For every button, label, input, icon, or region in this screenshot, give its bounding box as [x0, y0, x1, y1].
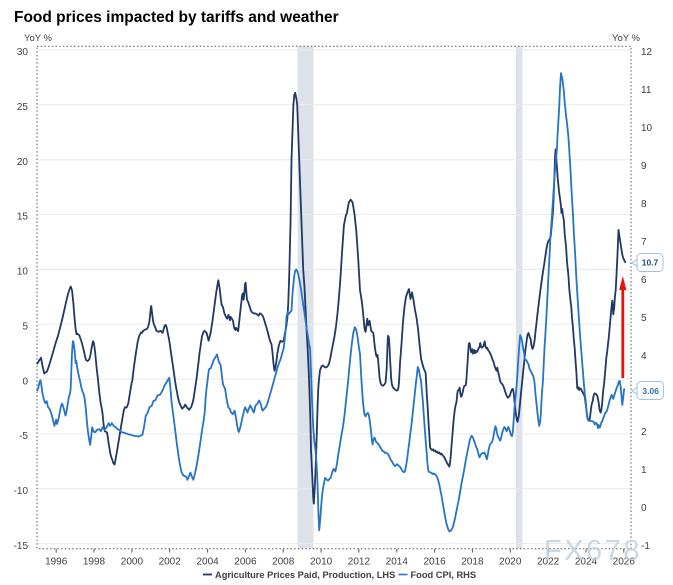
svg-text:2024: 2024 — [575, 557, 598, 568]
svg-text:YoY %: YoY % — [24, 33, 53, 44]
svg-text:2000: 2000 — [121, 557, 144, 568]
svg-text:2026: 2026 — [613, 557, 636, 568]
svg-text:-1: -1 — [641, 541, 650, 552]
svg-text:5: 5 — [22, 321, 28, 332]
svg-text:11: 11 — [641, 85, 652, 96]
svg-text:2018: 2018 — [461, 557, 484, 568]
svg-text:2016: 2016 — [423, 557, 446, 568]
svg-text:10: 10 — [17, 267, 29, 278]
svg-text:4: 4 — [641, 351, 647, 362]
svg-text:2004: 2004 — [196, 557, 219, 568]
svg-text:2010: 2010 — [310, 557, 333, 568]
svg-text:2022: 2022 — [537, 557, 560, 568]
svg-text:-5: -5 — [19, 431, 28, 442]
svg-text:1998: 1998 — [83, 557, 106, 568]
svg-text:8: 8 — [641, 199, 647, 210]
svg-text:YoY %: YoY % — [612, 33, 641, 44]
svg-text:2: 2 — [641, 427, 647, 438]
svg-text:1: 1 — [641, 465, 647, 476]
svg-text:10.7: 10.7 — [642, 257, 659, 267]
svg-text:15: 15 — [17, 212, 29, 223]
svg-text:7: 7 — [641, 237, 647, 248]
svg-text:2020: 2020 — [499, 557, 522, 568]
svg-text:2008: 2008 — [272, 557, 295, 568]
svg-text:0: 0 — [22, 376, 28, 387]
svg-text:-10: -10 — [14, 486, 29, 497]
svg-text:3.06: 3.06 — [642, 386, 659, 396]
svg-text:0: 0 — [641, 503, 647, 514]
svg-text:1996: 1996 — [45, 557, 68, 568]
svg-text:Food CPI, RHS: Food CPI, RHS — [411, 570, 477, 580]
svg-text:Agriculture Prices Paid, Produ: Agriculture Prices Paid, Production, LHS — [215, 570, 395, 580]
svg-text:25: 25 — [17, 102, 29, 113]
svg-text:30: 30 — [17, 47, 29, 58]
svg-text:10: 10 — [641, 123, 653, 134]
svg-text:2002: 2002 — [159, 557, 182, 568]
svg-text:2014: 2014 — [386, 557, 409, 568]
svg-text:FX678: FX678 — [544, 535, 642, 567]
svg-text:5: 5 — [641, 313, 647, 324]
svg-text:9: 9 — [641, 161, 647, 172]
svg-text:-15: -15 — [14, 541, 29, 552]
svg-text:20: 20 — [17, 157, 29, 168]
svg-text:Food prices impacted by tariff: Food prices impacted by tariffs and weat… — [14, 9, 339, 26]
svg-text:12: 12 — [641, 47, 653, 58]
svg-text:2006: 2006 — [234, 557, 257, 568]
svg-text:6: 6 — [641, 275, 647, 286]
svg-text:2012: 2012 — [348, 557, 371, 568]
